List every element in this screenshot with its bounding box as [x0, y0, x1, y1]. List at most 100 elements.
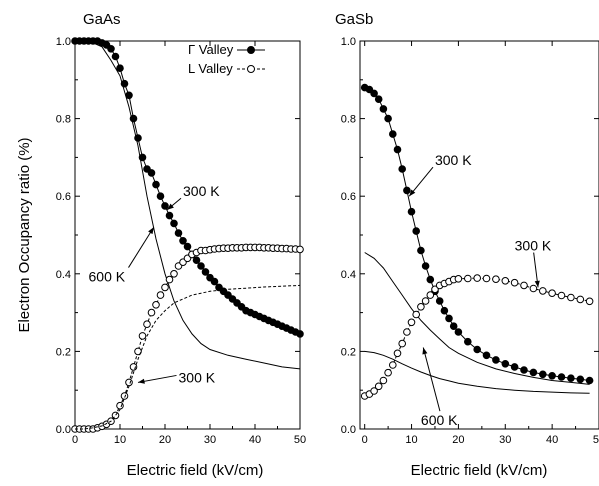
- data-point-gamma: [473, 345, 482, 354]
- gasb-panel: GaSb 0 10 20 30 40 50 0.0 0.2 0.4 0.6 0.8 1.0 300 K…: [335, 11, 599, 479]
- x-axis-title-gaas: Electric field (kV/cm): [127, 462, 264, 479]
- data-point-L: [156, 291, 165, 299]
- series-line-L-300k: [364, 277, 590, 397]
- data-point-gamma: [296, 330, 304, 338]
- x-tick-label: 30: [204, 434, 216, 446]
- data-point-gamma: [111, 52, 120, 61]
- data-point-gamma: [412, 227, 421, 235]
- data-point-L: [152, 301, 160, 309]
- annotation-label: 300 K: [179, 369, 216, 385]
- data-point-gamma: [576, 375, 585, 384]
- data-point-gamma: [454, 328, 463, 336]
- panel-title-gasb: GaSb: [335, 11, 373, 28]
- data-point-L: [138, 332, 147, 340]
- x-tick-label: 20: [159, 434, 171, 446]
- data-point-gamma: [421, 262, 430, 270]
- data-point-L: [389, 361, 397, 369]
- data-point-gamma: [403, 186, 411, 195]
- data-point-gamma: [210, 277, 219, 286]
- data-point-gamma: [492, 356, 500, 364]
- y-tick-label: 0.8: [56, 114, 71, 126]
- y-tick-label: 0.4: [56, 269, 71, 281]
- data-point-L: [510, 278, 519, 287]
- data-point-gamma: [585, 376, 594, 385]
- data-point-L: [520, 281, 528, 290]
- data-point-gamma: [174, 229, 183, 237]
- gaas-panel: GaAs 0 10 20 30 40 50 0.0 0.2 0.4 0.6 0.8 1.0 300 K…: [56, 11, 306, 479]
- data-point-gamma: [116, 64, 124, 72]
- y-tick-label: 0.0: [56, 424, 71, 436]
- data-point-gamma: [539, 370, 547, 379]
- x-tick-label: 10: [114, 434, 126, 446]
- x-tick-label: 10: [405, 434, 417, 446]
- annotation-label: 600 K: [89, 269, 126, 285]
- data-point-L: [492, 275, 500, 284]
- annotation-arrow: [128, 226, 155, 268]
- y-tick-label: 1.0: [56, 36, 71, 48]
- data-point-L: [403, 328, 411, 336]
- y-tick-label: 0.0: [341, 424, 356, 436]
- data-point-L: [421, 297, 430, 305]
- data-point-L: [585, 297, 594, 306]
- data-point-L: [473, 274, 482, 282]
- annotations-gasb: 300 K 300 K 600 K: [408, 152, 552, 428]
- y-tick-label: 0.4: [341, 269, 356, 281]
- data-point-L: [412, 310, 421, 319]
- arrow-head: [138, 378, 145, 384]
- y-tick-label: 0.2: [56, 346, 71, 358]
- x-tick-label: 30: [499, 434, 511, 446]
- series-line-L-600k: [364, 350, 590, 394]
- data-point-L: [170, 270, 178, 278]
- data-point-L: [501, 277, 510, 285]
- data-point-gamma: [426, 275, 435, 284]
- data-point-L: [482, 274, 491, 283]
- data-point-gamma: [374, 95, 383, 103]
- data-point-gamma: [520, 366, 528, 374]
- data-point-L: [161, 283, 169, 292]
- data-point-L: [454, 275, 463, 283]
- data-point-L: [116, 401, 124, 410]
- panel-title-gaas: GaAs: [83, 11, 121, 28]
- data-point-gamma: [152, 180, 160, 189]
- data-point-L: [384, 368, 392, 377]
- data-point-gamma: [557, 373, 566, 381]
- y-tick-label: 0.2: [341, 346, 356, 358]
- data-point-gamma: [398, 165, 407, 173]
- data-point-L: [143, 320, 151, 329]
- series-line-L-600k: [75, 284, 301, 430]
- data-point-L: [120, 392, 129, 400]
- x-tick-label: 20: [452, 434, 464, 446]
- data-point-L: [426, 291, 435, 299]
- annotation-arrow: [137, 374, 177, 383]
- legend-l-label: L Valley: [188, 61, 233, 76]
- y-axis-title: Electron Occupancy ratio (%): [16, 137, 33, 332]
- x-axis-title-gasb: Electric field (kV/cm): [411, 462, 548, 479]
- data-point-L: [165, 275, 174, 284]
- data-point-L: [125, 378, 133, 387]
- data-point-L: [147, 308, 156, 317]
- annotations-gaas: 300 K 600 K 300 K: [89, 183, 221, 385]
- annotation-label: 300 K: [183, 183, 220, 199]
- annotation-label: 300 K: [515, 238, 552, 254]
- y-tick-label: 0.8: [341, 114, 356, 126]
- y-tick-label: 1.0: [341, 36, 356, 48]
- data-point-gamma: [440, 306, 449, 315]
- data-point-gamma: [501, 360, 510, 368]
- series-line-gamma-300k: [364, 87, 590, 381]
- data-point-gamma: [510, 363, 519, 371]
- data-point-gamma: [389, 130, 397, 138]
- arrow-head: [167, 203, 174, 210]
- data-point-gamma: [156, 192, 165, 200]
- data-point-gamma: [379, 105, 388, 113]
- data-point-gamma: [192, 256, 201, 265]
- data-point-gamma: [107, 45, 115, 53]
- data-point-gamma: [482, 351, 491, 360]
- series-gasb: [360, 83, 594, 400]
- data-point-L: [464, 274, 472, 283]
- legend: Γ Valley L Valley: [188, 42, 265, 76]
- arrow-head: [534, 280, 540, 288]
- data-point-gamma: [529, 368, 538, 377]
- arrow-head: [148, 227, 154, 235]
- data-point-gamma: [370, 89, 378, 98]
- data-point-L: [374, 382, 383, 391]
